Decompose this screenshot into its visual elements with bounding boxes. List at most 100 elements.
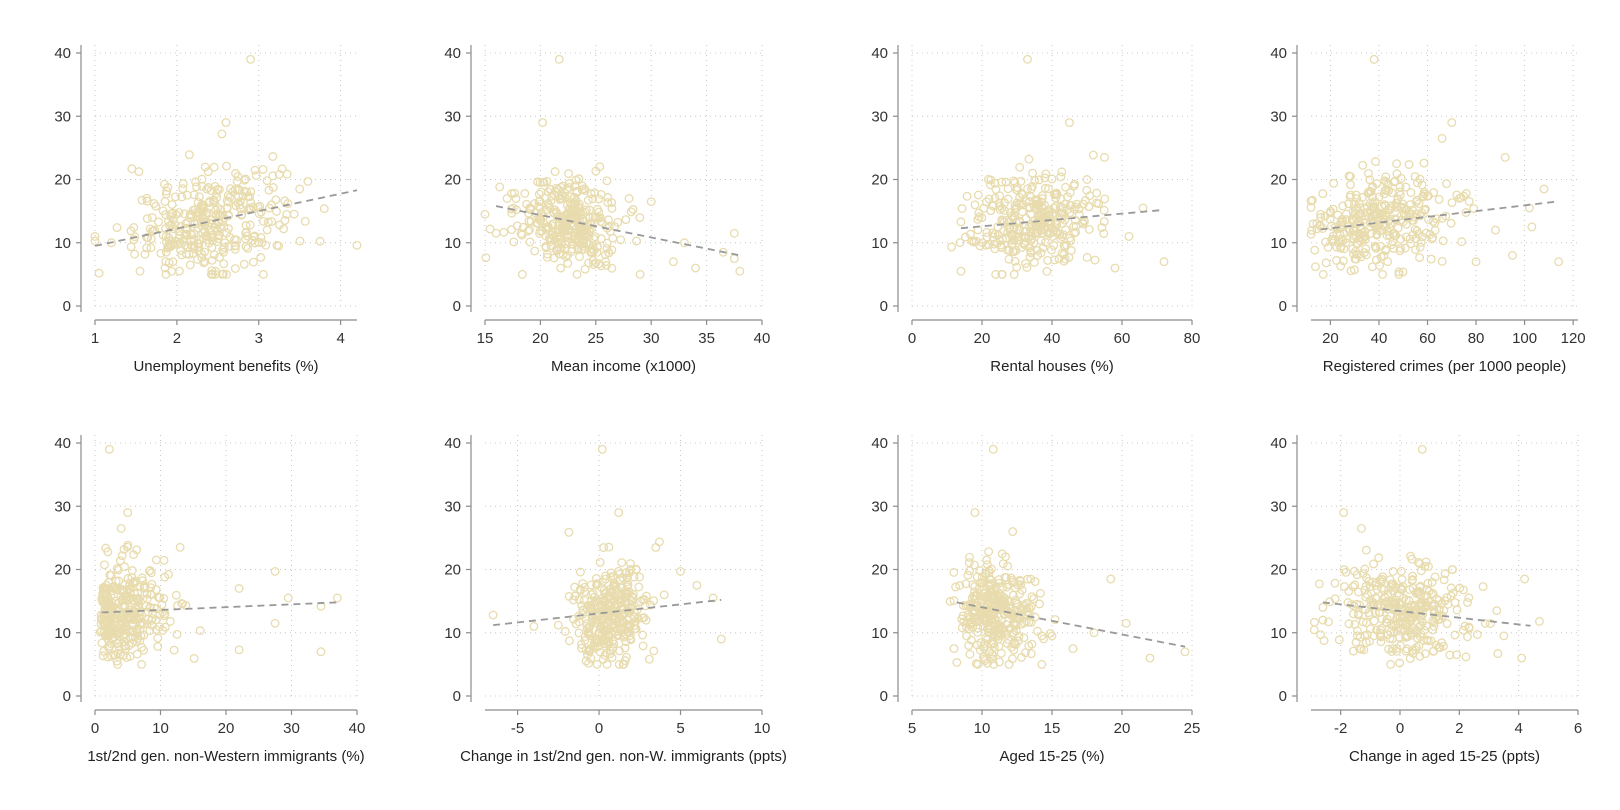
scatter-point [258,216,268,226]
x-tick-label: 60 [1419,330,1436,347]
scatter-point [547,220,557,230]
scatter-point [546,241,556,251]
scatter-point [550,167,560,177]
scatter-point [1383,257,1393,267]
scatter-point [991,269,1001,279]
scatter-point [1033,250,1043,260]
scatter-point [1124,231,1134,241]
scatter-point [1431,214,1441,224]
scatter-point [975,566,985,576]
scatter-point [1349,249,1359,259]
scatter-point [638,595,648,605]
scatter-point [1440,569,1450,579]
scatter-point [230,244,240,254]
scatter-point [1381,597,1391,607]
scatter-point [575,236,585,246]
scatter-point [151,555,161,565]
y-tick-label: 20 [444,562,461,579]
scatter-point [1030,195,1040,205]
scatter-point [1372,229,1382,239]
scatter-point [315,236,325,246]
scatter-point [99,584,109,594]
scatter-point [1439,575,1449,585]
scatter-point [1321,258,1331,268]
x-tick-label: 10 [152,720,169,737]
scatter-point [182,224,192,234]
scatter-point [1319,636,1329,646]
scatter-point [634,582,644,592]
scatter-point [1360,631,1370,641]
scatter-point [998,559,1008,569]
scatter-point [1004,597,1014,607]
scatter-point [235,200,245,210]
x-tick-label: 0 [595,720,603,737]
scatter-point [190,205,200,215]
scatter-point [1008,590,1018,600]
scatter-point [1371,157,1380,166]
scatter-point [99,560,109,570]
scatter-point [1426,636,1436,646]
scatter-point [1023,574,1032,584]
scatter-point [1395,190,1405,200]
scatter-point [1447,565,1457,574]
scatter-point [295,184,305,194]
scatter-point [607,198,617,208]
scatter-point [1377,583,1387,593]
scatter-point [1379,189,1389,199]
scatter-point [200,257,210,267]
scatter-point [1034,175,1044,185]
scatter-point [215,252,224,262]
scatter-point [628,204,638,214]
scatter-point [620,586,630,596]
scatter-point [1428,646,1438,656]
scatter-point [575,252,584,262]
x-tick-label: 0 [91,720,99,737]
scatter-point [120,562,129,572]
scatter-point [1180,647,1190,657]
scatter-point [1405,585,1415,595]
scatter-point [94,268,104,278]
scatter-point [1527,222,1537,232]
scatter-point [597,444,607,454]
scatter-point [1396,584,1406,594]
x-tick-label: 4 [1514,720,1522,737]
scatter-point [978,238,988,248]
scatter-point [635,572,645,582]
scatter-point [98,587,108,597]
scatter-point [575,584,585,594]
x-tick-label: 40 [349,720,366,737]
scatter-point [282,169,292,179]
scatter-point [1332,256,1341,265]
scatter-point [623,573,632,583]
scatter-point [1430,225,1440,235]
scatter-point [988,651,998,661]
scatter-point [1347,216,1357,225]
scatter-point [583,650,592,660]
x-tick-label: 40 [1044,330,1061,347]
scatter-point [161,237,171,247]
scatter-point [195,205,205,215]
scatter-point [279,224,289,234]
scatter-point [1361,581,1371,591]
scatter-point [509,237,519,247]
scatter-point [115,556,125,566]
scatter-point [319,204,329,214]
scatter-point [133,588,143,598]
scatter-point [1385,634,1395,644]
scatter-point [1082,252,1092,262]
y-tick-label: 20 [1270,172,1287,189]
scatter-point [592,638,601,648]
scatter-point [1041,169,1051,179]
scatter-point [581,656,591,666]
scatter-point [280,216,290,225]
scatter-point [530,246,540,256]
scatter-point [1354,209,1364,219]
scatter-point [1421,204,1430,214]
scatter-point [123,595,133,605]
scatter-point [1084,224,1094,234]
scatter-point [263,217,273,227]
scatter-point [1461,652,1471,662]
scatter-point [1065,188,1075,198]
scatter-point [243,192,253,202]
scatter-point [1414,199,1424,209]
